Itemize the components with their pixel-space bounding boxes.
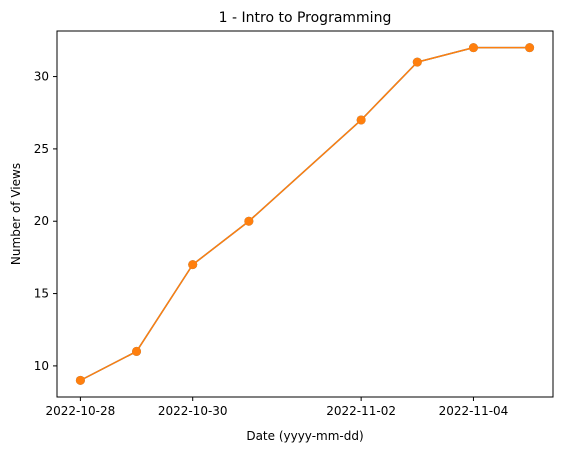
y-axis-ticks: 10 15 20 25 30 <box>34 70 57 373</box>
x-axis-ticks: 2022-10-28 2022-10-30 2022-11-02 2022-11-04 <box>46 397 509 418</box>
y-tick-label: 15 <box>34 287 49 301</box>
x-tick-label: 2022-10-30 <box>158 404 228 418</box>
x-tick-label: 2022-10-28 <box>46 404 116 418</box>
data-point <box>132 346 142 356</box>
chart-title: 1 - Intro to Programming <box>219 10 392 26</box>
y-tick-label: 30 <box>34 70 49 84</box>
y-tick-label: 20 <box>34 214 49 228</box>
y-tick-label: 10 <box>34 359 49 373</box>
plot-frame <box>56 30 554 398</box>
data-point <box>75 375 85 385</box>
data-point <box>412 57 422 67</box>
x-axis-label: Date (yyyy-mm-dd) <box>246 429 363 443</box>
x-tick-label: 2022-11-02 <box>326 404 396 418</box>
y-axis-label: Number of Views <box>9 163 23 265</box>
y-tick-label: 25 <box>34 142 49 156</box>
data-point <box>244 216 254 226</box>
x-tick-label: 2022-11-04 <box>439 404 509 418</box>
data-point <box>188 260 198 270</box>
series-layer <box>75 43 535 385</box>
data-point <box>525 43 535 53</box>
data-point <box>356 115 366 125</box>
series-line-2 <box>80 46 530 382</box>
data-point <box>468 43 478 53</box>
